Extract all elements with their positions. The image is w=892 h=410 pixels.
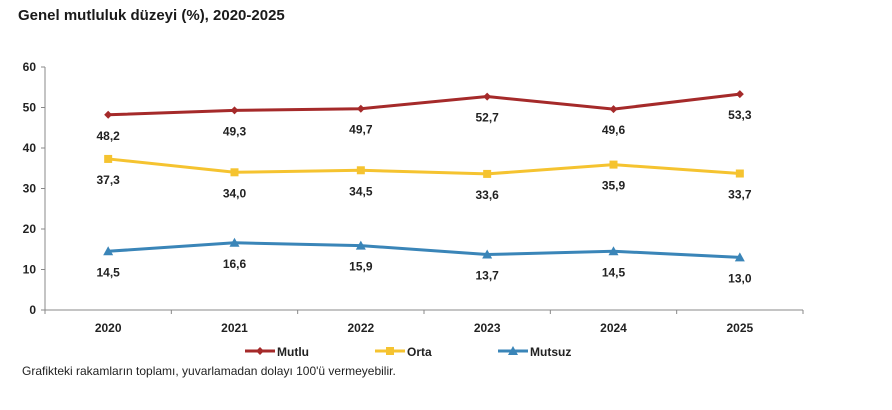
data-label-orta: 33,6 — [475, 188, 499, 202]
legend-marker-orta — [386, 347, 394, 355]
data-label-mutlu: 49,7 — [349, 123, 373, 137]
x-tick-label: 2023 — [474, 321, 501, 335]
data-label-orta: 37,3 — [96, 173, 120, 187]
data-point-mutlu — [230, 106, 239, 115]
y-tick-label: 10 — [23, 263, 37, 277]
legend-marker-mutlu — [256, 347, 264, 355]
footnote: Grafikteki rakamların toplamı, yuvarlama… — [22, 364, 396, 378]
legend-label-mutsuz: Mutsuz — [530, 345, 571, 359]
data-point-mutlu — [483, 92, 492, 101]
data-label-mutlu: 53,3 — [728, 108, 752, 122]
data-point-orta — [609, 160, 618, 169]
chart-title: Genel mutluluk düzeyi (%), 2020-2025 — [18, 7, 285, 24]
data-label-mutlu: 49,3 — [223, 124, 247, 138]
series-line-mutlu — [108, 92, 741, 117]
x-tick-label: 2025 — [726, 321, 753, 335]
x-tick-label: 2020 — [95, 321, 122, 335]
x-tick-label: 2022 — [347, 321, 374, 335]
x-tick-label: 2021 — [221, 321, 248, 335]
data-point-mutlu — [356, 104, 365, 113]
data-label-mutlu: 52,7 — [475, 111, 499, 125]
data-label-mutlu: 49,6 — [602, 123, 626, 137]
data-point-mutsuz — [608, 246, 619, 256]
data-point-mutlu — [609, 105, 618, 114]
y-tick-label: 30 — [23, 182, 37, 196]
data-point-orta — [230, 168, 239, 177]
data-label-mutsuz: 13,0 — [728, 271, 752, 285]
y-tick-label: 20 — [23, 222, 37, 236]
data-point-orta — [483, 169, 492, 178]
data-point-mutsuz — [734, 252, 745, 262]
data-label-mutsuz: 14,5 — [96, 265, 120, 279]
data-label-mutsuz: 13,7 — [475, 269, 499, 283]
data-point-mutsuz — [229, 237, 240, 247]
data-point-mutsuz — [355, 240, 366, 250]
data-label-orta: 33,7 — [728, 188, 752, 202]
legend-label-mutlu: Mutlu — [277, 345, 309, 359]
data-point-mutsuz — [482, 249, 493, 259]
y-tick-label: 60 — [23, 60, 37, 74]
data-label-mutsuz: 15,9 — [349, 260, 373, 274]
legend-marker-mutsuz — [508, 346, 518, 355]
data-point-mutlu — [735, 90, 744, 99]
data-label-mutsuz: 14,5 — [602, 265, 626, 279]
data-label-mutlu: 48,2 — [96, 129, 120, 143]
data-label-orta: 35,9 — [602, 179, 626, 193]
data-point-orta — [735, 169, 744, 178]
data-point-orta — [356, 166, 365, 175]
data-point-mutlu — [104, 110, 113, 119]
data-label-orta: 34,0 — [223, 186, 247, 200]
y-tick-label: 40 — [23, 141, 37, 155]
y-tick-label: 0 — [29, 303, 36, 317]
data-point-mutsuz — [103, 246, 114, 256]
data-point-orta — [104, 154, 113, 163]
series-line-mutsuz — [108, 241, 740, 259]
data-label-orta: 34,5 — [349, 184, 373, 198]
y-tick-label: 50 — [23, 101, 37, 115]
data-label-mutsuz: 16,6 — [223, 257, 247, 271]
legend-label-orta: Orta — [407, 345, 432, 359]
series-line-orta — [108, 157, 740, 176]
x-tick-label: 2024 — [600, 321, 627, 335]
